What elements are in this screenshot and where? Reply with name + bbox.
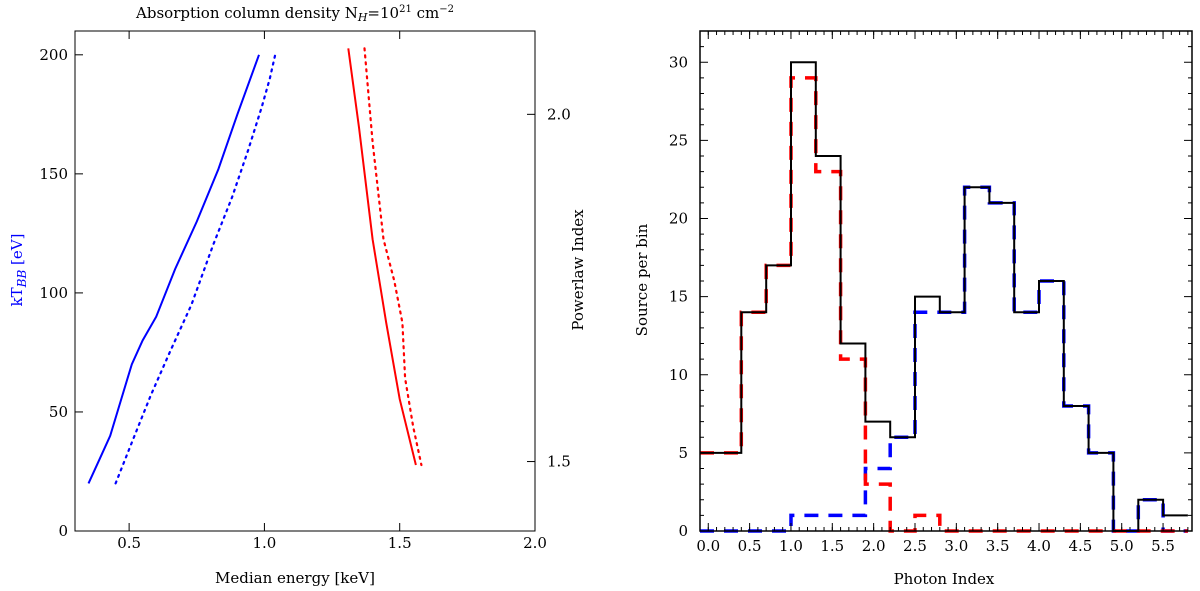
left-x-tick-label: 2.0 xyxy=(523,534,547,552)
left-x-tick-label: 1.5 xyxy=(388,534,412,552)
left-y-tick-label: 50 xyxy=(49,403,68,421)
hist-x-tick-label: 1.0 xyxy=(779,537,803,555)
hist-y-tick-label: 25 xyxy=(669,131,688,149)
hist-x-tick-label: 0.0 xyxy=(696,537,720,555)
hist-x-tick-label: 5.5 xyxy=(1151,537,1175,555)
left-y-tick-label: 150 xyxy=(39,165,68,183)
hist-y-tick-label: 20 xyxy=(669,210,688,228)
powerlaw-solid-line xyxy=(347,48,417,466)
left-y-tick-label: 100 xyxy=(39,284,68,302)
blackbody-dotted-line xyxy=(114,53,277,485)
hist-x-tick-label: 5.0 xyxy=(1110,537,1134,555)
hist-total-steps xyxy=(700,61,1188,532)
hist-y-tick-label: 15 xyxy=(669,288,688,306)
right-y-axis-label: Powerlaw Index xyxy=(569,209,587,331)
left-series xyxy=(87,47,423,485)
left-y-tick-label: 0 xyxy=(58,522,68,540)
left-x-tick-label: 0.5 xyxy=(117,534,141,552)
left-chart: Absorption column density NH=1021 cm−2 k… xyxy=(8,4,587,587)
hist-x-tick-label: 3.5 xyxy=(986,537,1010,555)
hist-x-tick-label: 4.0 xyxy=(1027,537,1051,555)
hist-series xyxy=(700,61,1188,533)
hist-x-tick-label: 0.5 xyxy=(738,537,762,555)
hist-plot-frame xyxy=(699,30,1193,532)
right-y-tick-label: 2.0 xyxy=(547,105,571,123)
hist-x-tick-label: 2.0 xyxy=(862,537,886,555)
hist-x-tick-label: 2.5 xyxy=(903,537,927,555)
powerlaw-dotted-line xyxy=(363,47,423,467)
left-y-tick-label: 200 xyxy=(39,46,68,64)
left-y-axis-label: kTBB [eV] xyxy=(8,234,29,307)
blackbody-solid-line xyxy=(87,54,260,484)
hist-x-tick-label: 4.5 xyxy=(1068,537,1092,555)
hist-y-tick-label: 10 xyxy=(669,366,688,384)
hist-powerlaw-steps xyxy=(700,76,1188,533)
left-chart-title: Absorption column density NH=1021 cm−2 xyxy=(135,4,454,24)
hist-x-tick-label: 1.5 xyxy=(820,537,844,555)
left-x-axis-label: Median energy [keV] xyxy=(215,569,375,587)
hist-ticks: 0.0 0.5 1.0 1.5 2.0 2.5 3.0 3.5 4.0 4.5 5.0 5.5 0 5 10… xyxy=(669,30,1192,555)
left-ticks: 0.5 1.0 1.5 2.0 0 50 100 150 200 1.5 2.0 xyxy=(39,31,571,552)
hist-x-tick-label: 3.0 xyxy=(944,537,968,555)
right-y-tick-label: 1.5 xyxy=(547,453,571,471)
hist-y-axis-label: Source per bin xyxy=(633,223,651,336)
right-chart: Source per bin Photon Index 0.0 0.5 1.0 1.5… xyxy=(633,30,1193,588)
hist-y-tick-label: 0 xyxy=(678,522,688,540)
hist-y-tick-label: 30 xyxy=(669,53,688,71)
hist-blackbody-steps xyxy=(700,185,1188,533)
hist-y-tick-label: 5 xyxy=(678,444,688,462)
left-plot-frame xyxy=(74,30,536,532)
left-x-tick-label: 1.0 xyxy=(252,534,276,552)
hist-x-axis-label: Photon Index xyxy=(894,570,995,588)
